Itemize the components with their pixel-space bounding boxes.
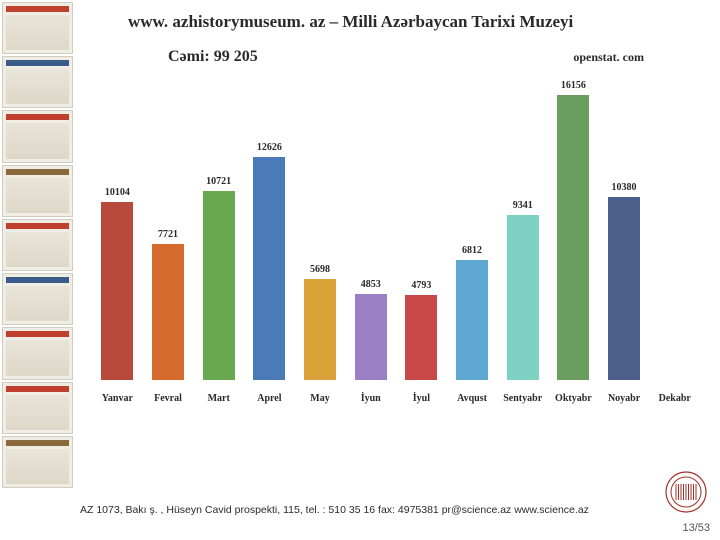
footer-text: AZ 1073, Bakı ş. , Hüseyn Cavid prospekt… bbox=[80, 504, 589, 516]
bar-value-label: 10104 bbox=[105, 187, 130, 198]
bar-group: 4853 bbox=[345, 279, 396, 380]
bar-group: 10721 bbox=[193, 176, 244, 380]
x-tick-label: Oktyabr bbox=[548, 393, 599, 404]
bar bbox=[608, 197, 640, 380]
x-tick-label: Avqust bbox=[447, 393, 498, 404]
bar bbox=[253, 157, 285, 380]
bar-value-label: 6812 bbox=[462, 245, 482, 256]
footer: AZ 1073, Bakı ş. , Hüseyn Cavid prospekt… bbox=[0, 490, 720, 540]
slide-content: www. azhistorymuseum. az – Milli Azərbay… bbox=[80, 0, 720, 490]
bar-value-label: 9341 bbox=[513, 200, 533, 211]
bar bbox=[456, 260, 488, 380]
x-tick-label: Dekabr bbox=[649, 393, 700, 404]
thumbnail[interactable] bbox=[2, 382, 73, 434]
bar-group: 10104 bbox=[92, 187, 143, 380]
slide-thumbnail-sidebar bbox=[0, 0, 75, 490]
chart-x-axis: YanvarFevralMartAprelMayİyunİyulAvqustSe… bbox=[88, 393, 704, 404]
page-number: 13/53 bbox=[682, 522, 710, 534]
x-tick-label: İyun bbox=[345, 393, 396, 404]
bar-value-label: 16156 bbox=[561, 80, 586, 91]
bar bbox=[152, 244, 184, 380]
page-title: www. azhistorymuseum. az – Milli Azərbay… bbox=[128, 12, 704, 32]
bar bbox=[203, 191, 235, 380]
x-tick-label: Aprel bbox=[244, 393, 295, 404]
bar-group: 9341 bbox=[497, 200, 548, 380]
bar-group: 5698 bbox=[295, 264, 346, 380]
bar-value-label: 4793 bbox=[411, 280, 431, 291]
x-tick-label: Noyabr bbox=[599, 393, 650, 404]
bar-value-label: 4853 bbox=[361, 279, 381, 290]
thumbnail[interactable] bbox=[2, 110, 73, 162]
total-label: Cəmi: 99 205 bbox=[168, 48, 258, 66]
source-label: openstat. com bbox=[573, 50, 644, 65]
bar bbox=[557, 95, 589, 380]
bar-value-label: 5698 bbox=[310, 264, 330, 275]
bar-group: 7721 bbox=[143, 229, 194, 380]
bar-value-label: 10721 bbox=[206, 176, 231, 187]
thumbnail[interactable] bbox=[2, 273, 73, 325]
thumbnail[interactable] bbox=[2, 56, 73, 108]
bar bbox=[304, 279, 336, 380]
bar-value-label: 12626 bbox=[257, 142, 282, 153]
x-tick-label: Fevral bbox=[143, 393, 194, 404]
bar-group: 16156 bbox=[548, 80, 599, 380]
bar-group: 6812 bbox=[447, 245, 498, 380]
subtitle-row: Cəmi: 99 205 openstat. com bbox=[168, 48, 644, 66]
monthly-bar-chart: 10104 7721 10721 12626 5698 4853 4793 6812 9341 1… bbox=[88, 74, 704, 404]
thumbnail[interactable] bbox=[2, 436, 73, 488]
bar bbox=[507, 215, 539, 380]
seal-icon bbox=[664, 470, 708, 514]
x-tick-label: Yanvar bbox=[92, 393, 143, 404]
thumbnail[interactable] bbox=[2, 165, 73, 217]
bar-group: 10380 bbox=[599, 182, 650, 380]
x-tick-label: May bbox=[295, 393, 346, 404]
x-tick-label: İyul bbox=[396, 393, 447, 404]
thumbnail[interactable] bbox=[2, 219, 73, 271]
bar bbox=[101, 202, 133, 380]
x-tick-label: Mart bbox=[193, 393, 244, 404]
thumbnail[interactable] bbox=[2, 2, 73, 54]
chart-bars-container: 10104 7721 10721 12626 5698 4853 4793 6812 9341 1… bbox=[88, 74, 704, 380]
bar-group: 4793 bbox=[396, 280, 447, 380]
bar-value-label: 10380 bbox=[612, 182, 637, 193]
x-tick-label: Sentyabr bbox=[497, 393, 548, 404]
bar bbox=[405, 295, 437, 380]
bar-value-label: 7721 bbox=[158, 229, 178, 240]
thumbnail[interactable] bbox=[2, 327, 73, 379]
bar bbox=[355, 294, 387, 380]
bar-group: 12626 bbox=[244, 142, 295, 380]
